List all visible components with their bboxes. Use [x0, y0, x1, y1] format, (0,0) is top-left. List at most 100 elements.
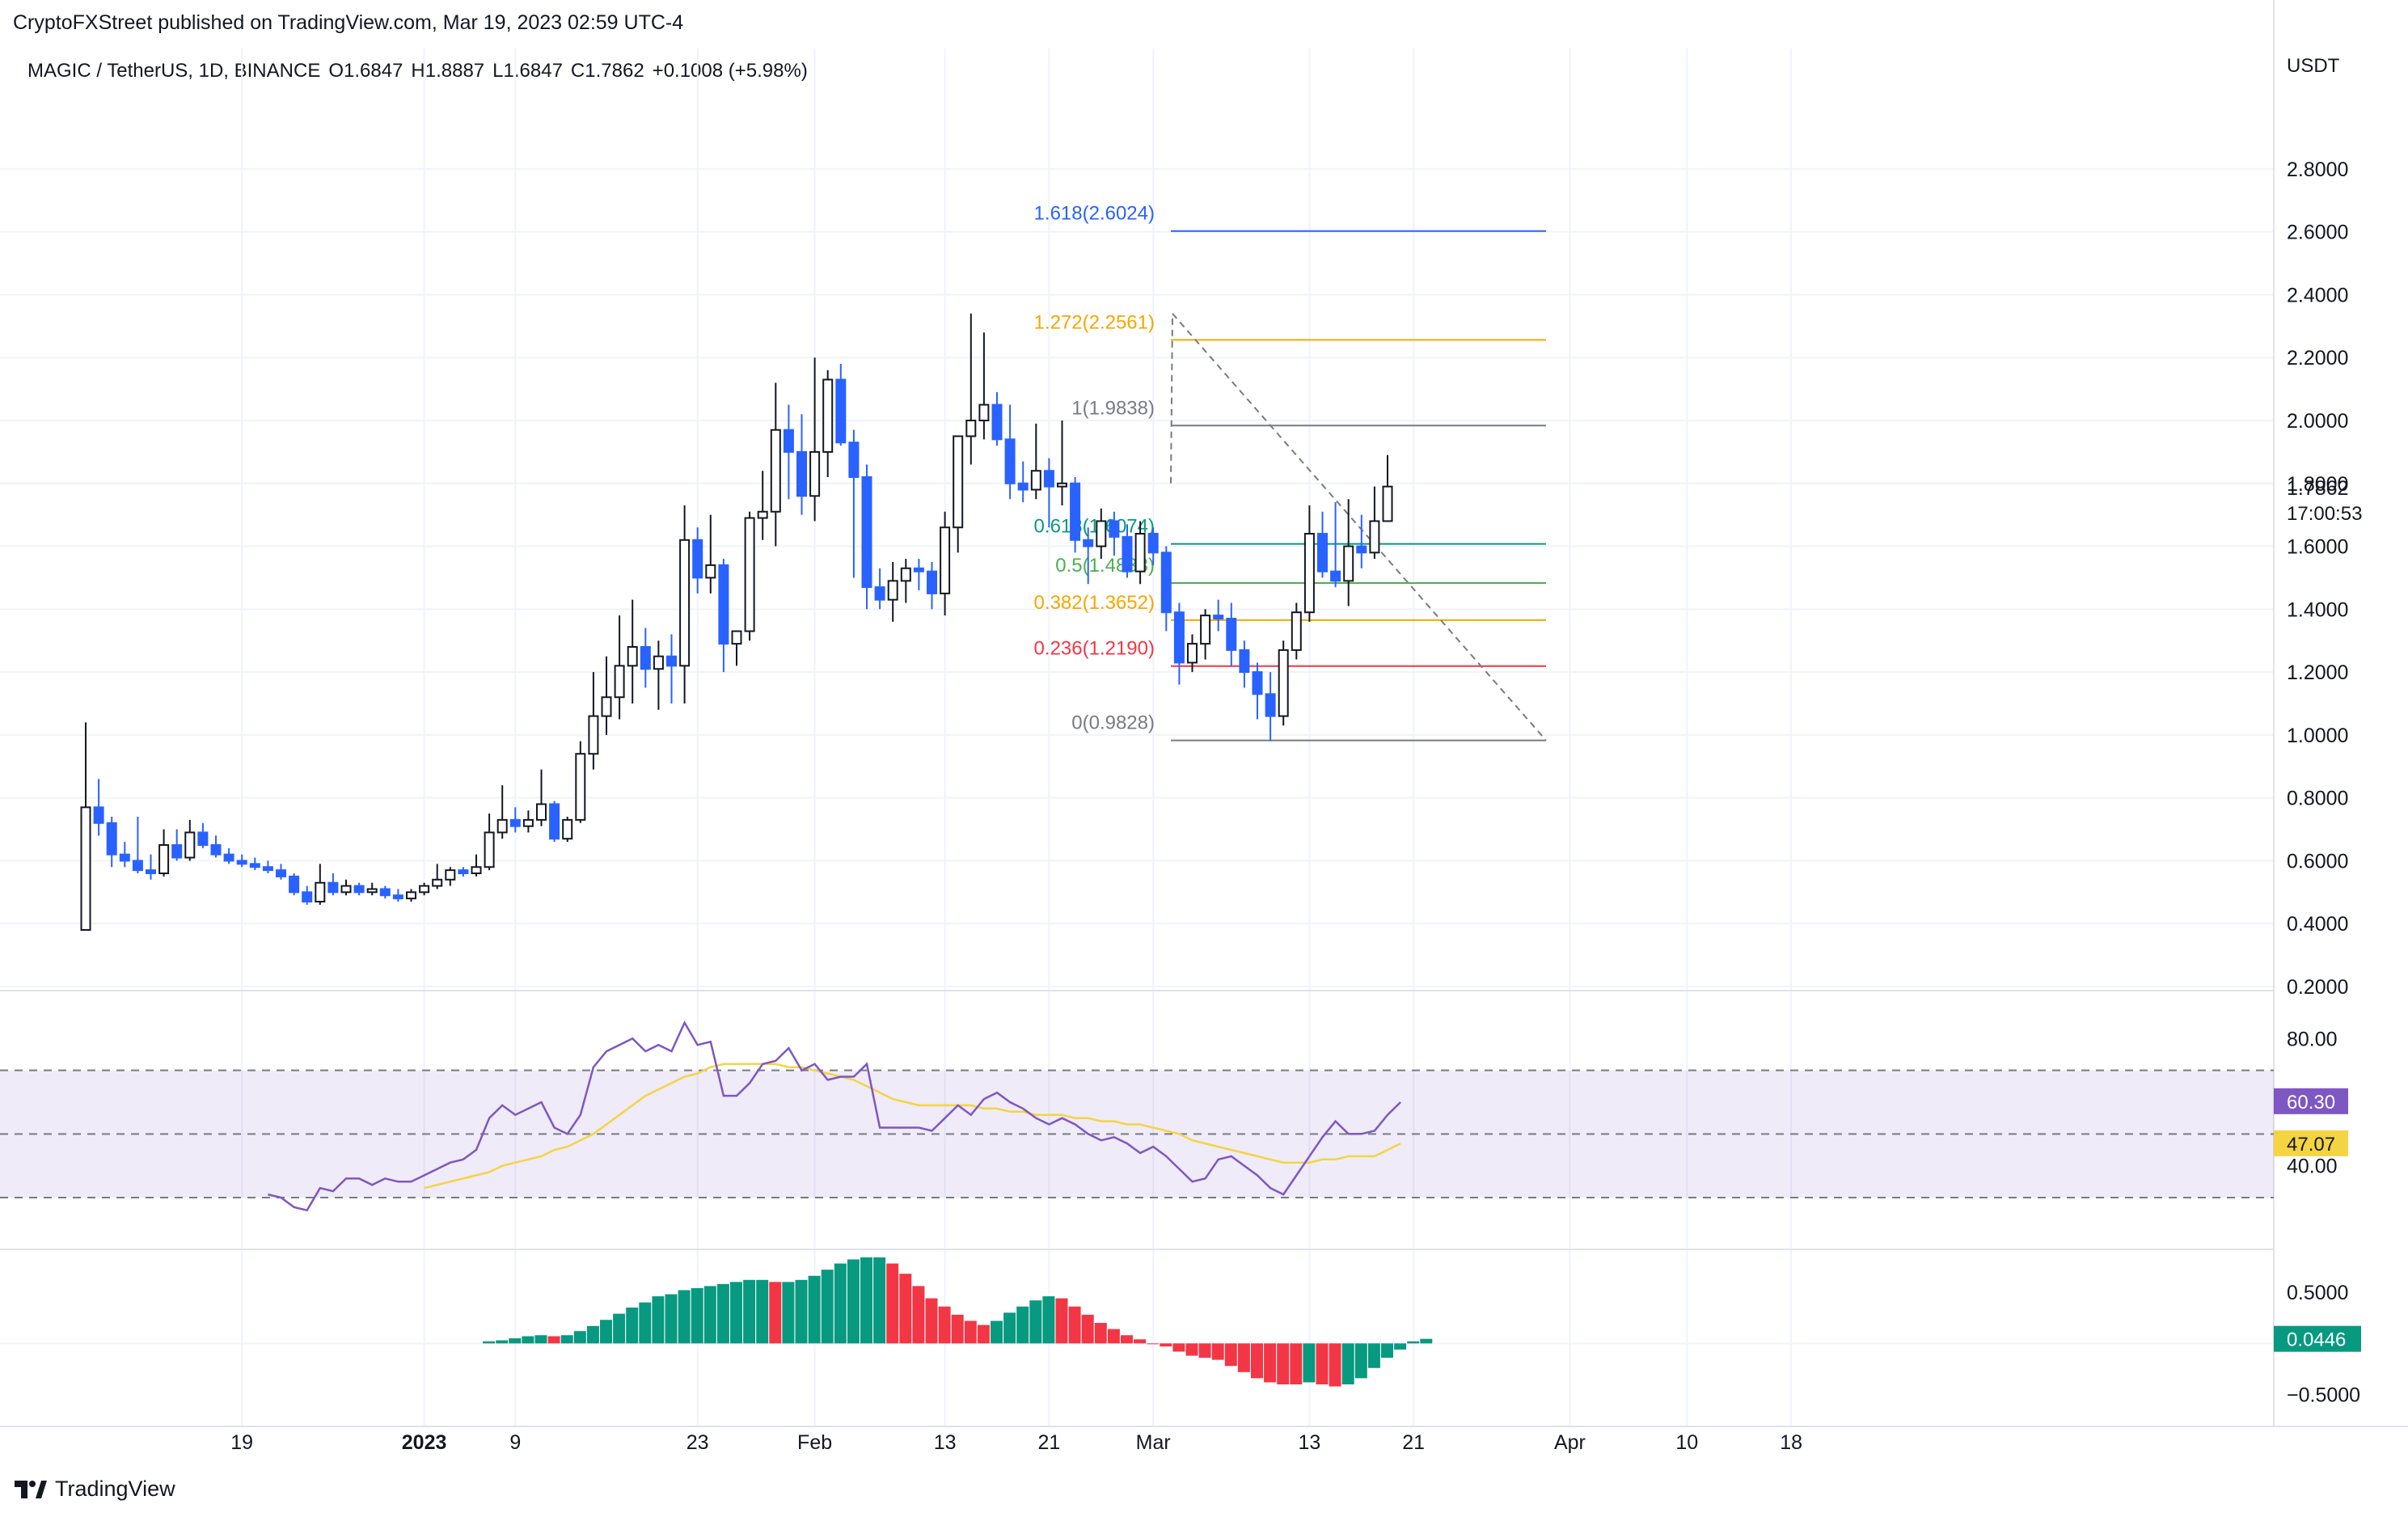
histogram-bar	[1407, 1341, 1420, 1344]
price-tick-label: 0.4000	[2287, 913, 2348, 936]
histogram-bar	[899, 1274, 912, 1344]
histogram-bar	[1224, 1343, 1237, 1367]
price-tick-label: 0.2000	[2287, 976, 2348, 999]
histogram-bar	[1003, 1312, 1016, 1344]
histogram-bar	[678, 1290, 691, 1344]
candle-body	[562, 818, 573, 840]
candle-body	[913, 567, 924, 573]
histogram-bar	[1107, 1329, 1120, 1344]
high-value: H1.8887	[411, 60, 485, 82]
candle-body	[627, 646, 638, 667]
price-tick-label: 0.6000	[2287, 850, 2348, 873]
symbol-name[interactable]: MAGIC / TetherUS, 1D, BINANCE	[27, 60, 321, 82]
low-value: L1.6847	[492, 60, 563, 82]
histogram-bar	[730, 1282, 742, 1344]
fib-level-label: 1.618(2.6024)	[1034, 203, 1155, 225]
change-value: +0.1008 (+5.98%)	[652, 60, 808, 82]
candle-body	[353, 885, 365, 894]
histogram-bar	[847, 1259, 860, 1344]
candle-body	[1200, 615, 1211, 645]
histogram-bar	[1420, 1338, 1433, 1344]
candle-body	[327, 881, 339, 894]
grid-layer	[0, 49, 2274, 1426]
candle-body	[549, 803, 560, 840]
histogram-bar	[626, 1308, 639, 1344]
histogram-bar	[1016, 1306, 1029, 1344]
price-axis[interactable]: USDT 2.8000 2.6000 2.4000 2.2000 2.0000 1.8000…	[2274, 55, 2362, 1407]
candle-body	[900, 567, 911, 582]
candle-body	[379, 888, 391, 897]
histogram-bar	[1055, 1298, 1068, 1344]
candle-body	[1070, 482, 1081, 541]
histogram-bar	[1367, 1343, 1380, 1368]
price-tick-label: 2.4000	[2287, 284, 2348, 306]
histogram-bar	[964, 1321, 977, 1344]
histogram-bar	[1354, 1343, 1367, 1379]
histogram-bar	[1147, 1343, 1160, 1345]
candle-body	[1096, 520, 1107, 547]
price-tick-label: 1.8000	[2287, 473, 2348, 496]
histogram-bar	[665, 1294, 678, 1344]
price-tick-label: 2.2000	[2287, 347, 2348, 370]
candle-body	[822, 378, 834, 453]
tradingview-brand: TradingView	[55, 1477, 175, 1501]
candle-body	[158, 844, 170, 874]
price-tick-label: 2.0000	[2287, 410, 2348, 433]
candle-body	[809, 450, 821, 497]
histogram-bar	[925, 1298, 938, 1344]
tradingview-logo[interactable]: TradingView	[15, 1477, 175, 1502]
histogram-bar	[1381, 1343, 1393, 1359]
histogram-bar	[886, 1263, 899, 1344]
histogram-bar	[1042, 1296, 1055, 1344]
candle-body	[223, 853, 234, 862]
histogram-bar	[703, 1286, 716, 1344]
fib-level-label: 1(1.9838)	[1071, 397, 1155, 419]
candle-body	[614, 665, 625, 699]
candle-body	[1343, 545, 1354, 582]
candle-body	[496, 818, 508, 834]
candle-body	[406, 891, 416, 900]
time-tick-label: 23	[686, 1431, 709, 1454]
time-tick-label: 19	[230, 1431, 253, 1454]
hist-value-label: 0.0446	[2287, 1329, 2346, 1351]
histogram-bar	[821, 1270, 834, 1344]
candle-body	[1187, 643, 1198, 664]
histogram-bar	[1316, 1343, 1329, 1384]
histogram-bar	[1121, 1335, 1133, 1344]
histogram-bar	[1341, 1343, 1354, 1384]
time-tick-label: 13	[934, 1431, 957, 1454]
candle-body	[1109, 520, 1120, 538]
candlesticks[interactable]	[80, 313, 1393, 931]
candle-body	[1057, 482, 1067, 488]
histogram-bar	[560, 1335, 573, 1344]
rsi-tick-label: 40.00	[2287, 1156, 2338, 1178]
candle-body	[757, 510, 768, 519]
candle-body	[953, 435, 964, 529]
price-tick-label: 2.6000	[2287, 222, 2348, 244]
histogram-bar	[1134, 1339, 1147, 1344]
hist-value-tag	[2274, 1325, 2361, 1352]
candle-body	[262, 866, 273, 872]
histogram-bar	[522, 1336, 534, 1344]
histogram-bar	[912, 1286, 925, 1344]
candle-body	[1147, 533, 1159, 554]
candle-body	[536, 803, 547, 821]
tradingview-logo-icon	[15, 1480, 47, 1498]
candle-body	[1356, 545, 1367, 554]
histogram-bar	[1094, 1323, 1107, 1344]
close-value: C1.7862	[570, 60, 644, 82]
candle-body	[419, 885, 430, 894]
time-axis[interactable]: 19 2023 9 23 Feb 13 21 Mar 13 21 Apr 10 18	[230, 1431, 1802, 1454]
time-tick-label: Mar	[1136, 1431, 1171, 1454]
candle-body	[471, 866, 482, 874]
candle-body	[1239, 649, 1250, 674]
fibonacci-levels[interactable]: 1.618(2.6024) 1.272(2.2561) 1(1.9838) 0.618…	[1034, 203, 1547, 742]
rsi-value-tag	[2274, 1088, 2348, 1114]
histogram-bar	[1277, 1343, 1290, 1384]
histogram-bar	[743, 1279, 756, 1344]
candle-body	[666, 655, 677, 667]
fib-trend-line	[1170, 313, 1173, 484]
histogram-bar	[1394, 1343, 1407, 1350]
histogram-bar	[691, 1287, 703, 1344]
